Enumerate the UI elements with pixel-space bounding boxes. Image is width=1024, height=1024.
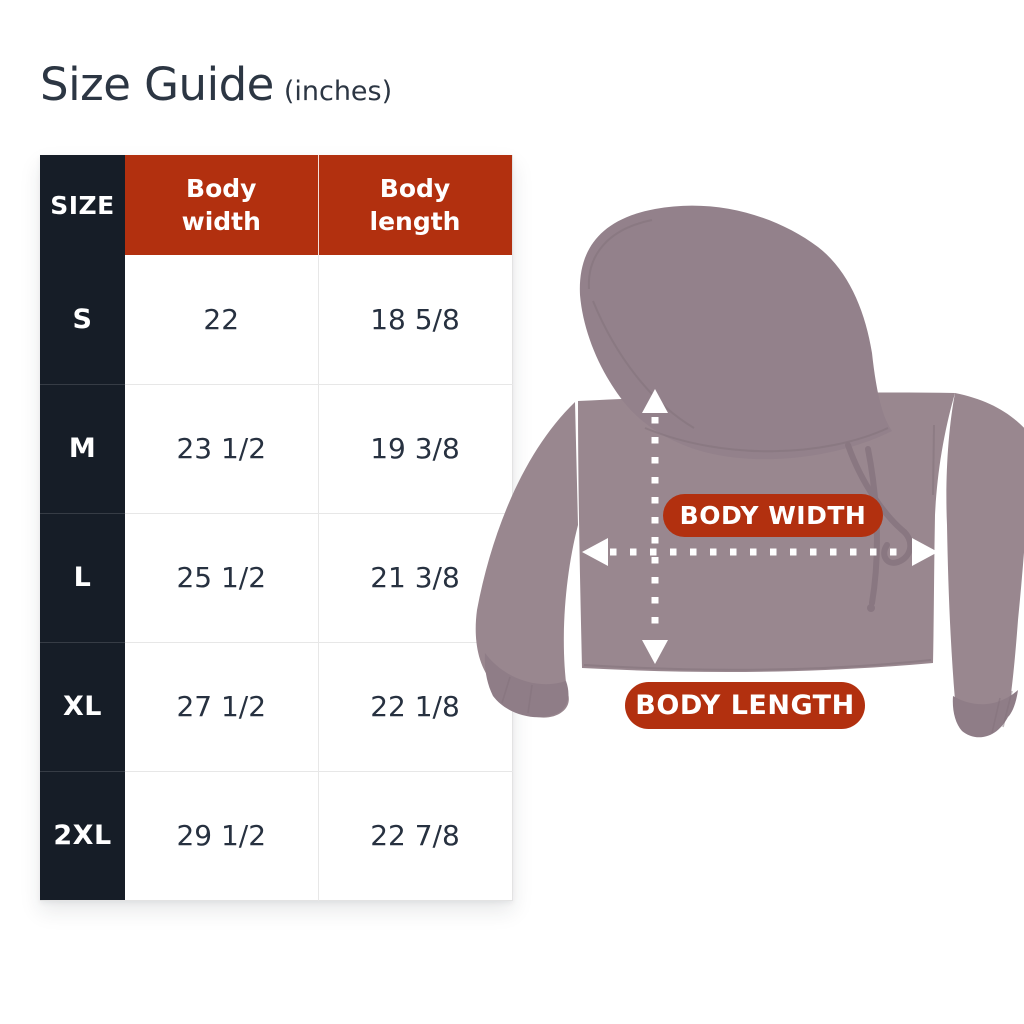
column-header-line: Body xyxy=(379,174,451,203)
hem-seam xyxy=(583,659,932,671)
cuff-rib xyxy=(501,676,511,704)
title-text: Size Guide xyxy=(40,58,274,111)
body-width-label: BODY WIDTH xyxy=(663,494,883,537)
table-row-xl: XL 27 1/2 22 1/8 xyxy=(40,641,512,771)
hoodie-graphic xyxy=(475,205,1024,738)
collar-seam xyxy=(644,427,889,453)
column-header-line: length xyxy=(369,207,461,236)
size-label: L xyxy=(40,512,125,642)
cuff-rib xyxy=(527,684,533,714)
body-width-column-header: Body width xyxy=(125,155,318,255)
arrow-left-head xyxy=(582,538,608,566)
body-width-value: 25 1/2 xyxy=(125,512,318,642)
body-length-value: 22 7/8 xyxy=(317,770,512,900)
size-label: S xyxy=(40,255,125,384)
page-title: Size Guide (inches) xyxy=(40,58,392,111)
cuff-rib xyxy=(991,697,1001,734)
arrow-right-head xyxy=(912,538,938,566)
drawstring xyxy=(845,442,914,566)
hoodie-left-sleeve xyxy=(475,402,578,718)
hoodie-illustration xyxy=(475,205,1024,738)
arrow-down-head xyxy=(642,640,668,664)
body-length-arrow xyxy=(642,389,668,664)
size-label: M xyxy=(40,383,125,513)
hoodie-right-cuff xyxy=(952,690,1018,738)
size-table-header-row: SIZE Body width Body length xyxy=(40,155,512,255)
cuff-rib xyxy=(1002,690,1013,728)
size-label: 2XL xyxy=(40,770,125,900)
hoodie-figure: BODY WIDTH BODY LENGTH xyxy=(440,185,1024,805)
body-length-value: 18 5/8 xyxy=(317,255,512,384)
hoodie-right-sleeve xyxy=(946,393,1024,737)
size-table: SIZE Body width Body length S 22 18 5/8 … xyxy=(40,155,513,901)
body-length-label: BODY LENGTH xyxy=(625,682,865,729)
hood-edge-seam xyxy=(587,219,653,290)
body-width-arrow xyxy=(582,538,938,566)
title-unit-note: (inches) xyxy=(283,76,393,107)
hood-fold-seam xyxy=(592,300,695,429)
body-width-value: 23 1/2 xyxy=(125,383,318,513)
column-header-line: width xyxy=(181,207,261,236)
body-width-value: 22 xyxy=(125,255,318,384)
table-row-l: L 25 1/2 21 3/8 xyxy=(40,512,512,642)
table-row-m: M 23 1/2 19 3/8 xyxy=(40,383,512,513)
body-width-value: 29 1/2 xyxy=(125,770,318,900)
size-label: XL xyxy=(40,641,125,771)
table-row-s: S 22 18 5/8 xyxy=(40,255,512,384)
drawstring-aglet xyxy=(867,604,875,612)
shoulder-seam xyxy=(932,424,935,496)
arrow-up-head xyxy=(642,389,668,413)
column-header-line: Body xyxy=(186,174,257,203)
hoodie-left-cuff xyxy=(484,653,569,718)
body-width-value: 27 1/2 xyxy=(125,641,318,771)
body-length-value: 19 3/8 xyxy=(317,383,512,513)
table-row-2xl: 2XL 29 1/2 22 7/8 xyxy=(40,770,512,900)
body-length-column-header: Body length xyxy=(317,155,512,255)
body-length-value: 22 1/8 xyxy=(317,641,512,771)
size-column-header: SIZE xyxy=(40,155,125,255)
